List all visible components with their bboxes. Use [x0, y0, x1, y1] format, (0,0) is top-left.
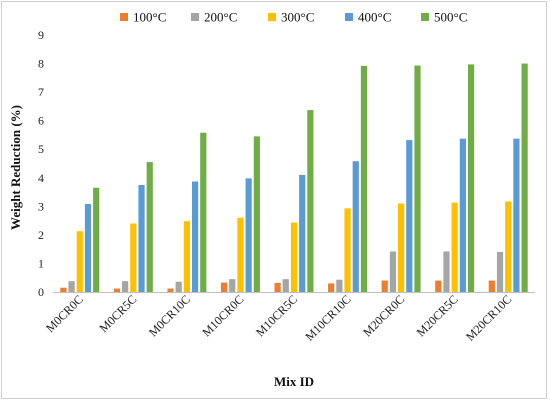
- bar-M20CR0C-2: [398, 203, 405, 292]
- legend-label: 300°C: [281, 10, 314, 25]
- bar-M0CR5C-2: [130, 223, 137, 292]
- bar-M0CR10C-3: [191, 181, 199, 292]
- bar-M0CR5C-4: [146, 162, 153, 292]
- y-axis-ticks: 0 1 2 3 4 5 6 7 8 9: [38, 28, 44, 299]
- bar-M0CR10C-0: [167, 288, 174, 292]
- bar-M0CR5C-1: [122, 281, 129, 292]
- x-tick-label: M20CR10C: [463, 292, 514, 343]
- bar-M10CR0C-3: [245, 178, 252, 292]
- bar-M0CR10C-2: [183, 221, 190, 292]
- legend-swatch-1: [191, 13, 199, 21]
- x-axis-title: Mix ID: [274, 374, 314, 389]
- y-tick-label: 5: [38, 142, 44, 156]
- y-tick-label: 2: [38, 228, 44, 242]
- bar-M20CR0C-1: [389, 251, 397, 292]
- bar-M10CR0C-2: [237, 217, 244, 292]
- bar-M10CR10C-2: [344, 208, 351, 292]
- x-tick-label: M0CR10C: [146, 292, 193, 339]
- bar-M0CR0C-4: [93, 187, 100, 292]
- x-tick-label: M0CR0C: [43, 292, 86, 335]
- bar-M20CR10C-2: [505, 201, 512, 292]
- x-tick-label: M10CR5C: [253, 292, 300, 339]
- bar-M0CR0C-1: [68, 281, 75, 292]
- x-tick-label: M20CR0C: [360, 292, 407, 339]
- y-tick-label: 3: [38, 199, 44, 213]
- bar-M10CR10C-4: [360, 65, 368, 292]
- bar-M0CR0C-2: [76, 231, 83, 292]
- y-tick-label: 8: [38, 57, 44, 71]
- y-tick-label: 7: [38, 85, 44, 99]
- bar-M10CR5C-4: [307, 110, 314, 292]
- x-tick-label: M20CR5C: [414, 292, 461, 339]
- bar-M0CR5C-3: [138, 184, 145, 292]
- bar-M20CR10C-0: [488, 280, 495, 292]
- bar-M10CR5C-0: [274, 282, 281, 292]
- bar-M20CR5C-4: [467, 64, 475, 292]
- bar-M20CR0C-4: [414, 65, 421, 292]
- legend-label: 400°C: [358, 10, 391, 25]
- y-tick-label: 1: [38, 256, 44, 270]
- bar-M20CR5C-0: [435, 280, 442, 292]
- y-tick-label: 4: [38, 171, 44, 185]
- legend-swatch-0: [120, 13, 128, 21]
- bar-M20CR10C-3: [513, 138, 520, 292]
- legend-swatch-3: [345, 13, 353, 21]
- bar-M0CR0C-3: [84, 204, 92, 292]
- bar-M20CR10C-4: [521, 63, 528, 293]
- legend-swatch-4: [421, 13, 429, 21]
- x-tick-label: M0CR5C: [97, 292, 140, 335]
- legend-label: 500°C: [434, 10, 467, 25]
- x-tick-label: M10CR0C: [199, 292, 246, 339]
- bar-M0CR0C-0: [60, 287, 67, 292]
- bars: [60, 63, 528, 293]
- x-axis-ticks: M0CR0C M0CR5C M0CR10C M10CR0C M10CR5C M10CR10…: [43, 292, 514, 343]
- bar-M20CR0C-0: [381, 280, 388, 292]
- bar-M10CR10C-1: [336, 279, 343, 292]
- legend: 100°C 200°C 300°C 400°C 500°C: [120, 10, 467, 25]
- bar-M20CR5C-2: [451, 202, 458, 292]
- bar-M10CR5C-1: [282, 279, 289, 292]
- bar-M10CR10C-0: [328, 283, 335, 292]
- bar-M10CR0C-4: [253, 136, 260, 292]
- bar-M20CR10C-1: [496, 252, 504, 292]
- bar-M0CR5C-0: [113, 288, 121, 292]
- bar-M0CR10C-1: [175, 281, 182, 292]
- legend-swatch-2: [268, 13, 276, 21]
- bar-M20CR5C-1: [443, 251, 450, 292]
- y-tick-label: 9: [38, 28, 44, 42]
- bar-M10CR5C-2: [290, 222, 298, 292]
- bar-M10CR0C-1: [229, 279, 236, 292]
- x-tick-label: M10CR10C: [302, 292, 353, 343]
- bar-M0CR10C-4: [200, 132, 207, 292]
- bar-M20CR5C-3: [459, 138, 466, 292]
- y-tick-label: 6: [38, 114, 44, 128]
- legend-label: 100°C: [133, 10, 166, 25]
- legend-label: 200°C: [204, 10, 237, 25]
- bar-M10CR0C-0: [220, 282, 228, 292]
- y-axis-title: Weight Reduction (%): [8, 105, 23, 230]
- bar-M10CR10C-3: [352, 161, 359, 292]
- y-tick-label: 0: [38, 285, 44, 299]
- bar-M20CR0C-3: [406, 140, 413, 292]
- bar-M10CR5C-3: [299, 174, 306, 292]
